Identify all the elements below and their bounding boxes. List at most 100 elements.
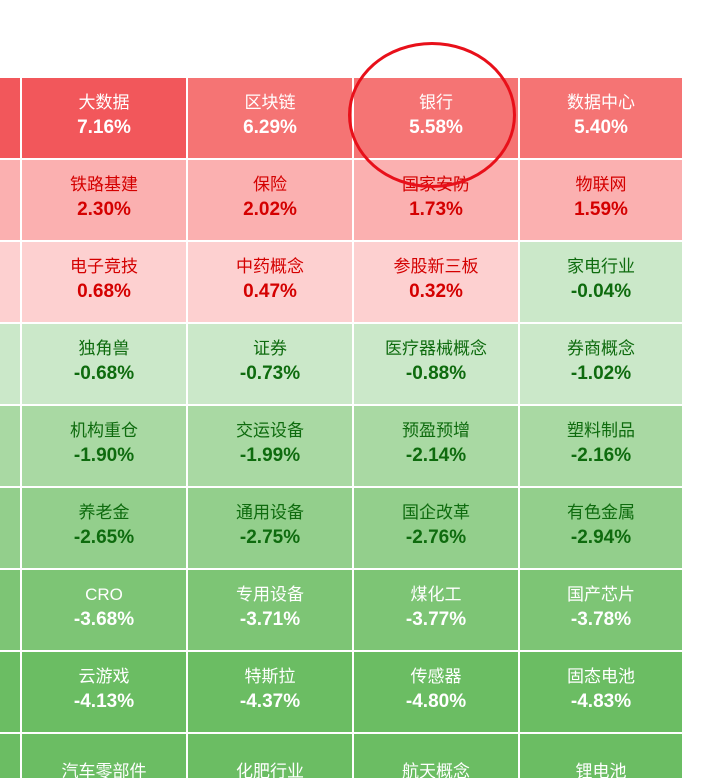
heatmap-tile[interactable]: 固态电池 -4.83%	[520, 652, 684, 734]
heatmap-tile[interactable]: 大数据 7.16%	[22, 78, 188, 160]
heatmap-tile[interactable]: 特斯拉 -4.37%	[188, 652, 354, 734]
sector-name: 证券	[253, 339, 287, 358]
heatmap-tile[interactable]: 证券 -0.73%	[188, 324, 354, 406]
sector-heatmap: 大数据 7.16% 区块链 6.29% 银行 5.58% 数据中心 5.40% 铁路基建 2.30…	[0, 78, 684, 778]
sector-name: 国企改革	[402, 503, 470, 522]
heatmap-edge-tile	[0, 324, 22, 406]
sector-change-pct: -3.68%	[73, 609, 135, 630]
heatmap-tile[interactable]: 电子竞技 0.68%	[22, 242, 188, 324]
heatmap-tile[interactable]: 交运设备 -1.99%	[188, 406, 354, 488]
heatmap-tile[interactable]: 化肥行业	[188, 734, 354, 778]
sector-change-pct: -0.68%	[73, 363, 135, 384]
sector-change-pct: -3.78%	[570, 609, 632, 630]
sector-change-pct: -2.65%	[73, 527, 135, 548]
sector-change-pct: -2.14%	[405, 445, 467, 466]
sector-name: CRO	[85, 585, 123, 604]
sector-change-pct: 7.16%	[77, 117, 131, 138]
sector-change-pct: -0.88%	[405, 363, 467, 384]
heatmap-edge-tile	[0, 734, 22, 778]
sector-name: 医疗器械概念	[385, 339, 487, 358]
sector-name: 机构重仓	[70, 421, 138, 440]
sector-name: 券商概念	[567, 339, 635, 358]
heatmap-tile[interactable]: 保险 2.02%	[188, 160, 354, 242]
sector-name: 国家安防	[402, 175, 470, 194]
sector-name: 锂电池	[575, 762, 627, 778]
sector-name: 家电行业	[567, 257, 635, 276]
heatmap-tile[interactable]: 参股新三板 0.32%	[354, 242, 520, 324]
heatmap-tile[interactable]: 机构重仓 -1.90%	[22, 406, 188, 488]
sector-change-pct: 0.32%	[409, 281, 463, 302]
sector-change-pct: 1.59%	[574, 199, 628, 220]
sector-change-pct: 6.29%	[243, 117, 297, 138]
sector-change-pct: -4.13%	[73, 691, 135, 712]
heatmap-tile[interactable]: 国家安防 1.73%	[354, 160, 520, 242]
heatmap-tile[interactable]: 航天概念	[354, 734, 520, 778]
sector-name: 煤化工	[410, 585, 462, 604]
sector-change-pct: -3.71%	[239, 609, 301, 630]
sector-change-pct: -3.77%	[405, 609, 467, 630]
heatmap-tile[interactable]: 医疗器械概念 -0.88%	[354, 324, 520, 406]
sector-name: 固态电池	[567, 667, 635, 686]
sector-change-pct: 2.30%	[77, 199, 131, 220]
sector-name: 有色金属	[567, 503, 635, 522]
sector-change-pct: 1.73%	[409, 199, 463, 220]
sector-change-pct: 2.02%	[243, 199, 297, 220]
heatmap-tile[interactable]: 区块链 6.29%	[188, 78, 354, 160]
sector-name: 银行	[419, 93, 453, 112]
heatmap-tile[interactable]: 预盈预增 -2.14%	[354, 406, 520, 488]
sector-name: 交运设备	[236, 421, 304, 440]
sector-change-pct: 0.47%	[243, 281, 297, 302]
sector-change-pct: -2.16%	[570, 445, 632, 466]
sector-name: 化肥行业	[236, 762, 304, 778]
heatmap-edge-tile	[0, 652, 22, 734]
sector-change-pct: -2.76%	[405, 527, 467, 548]
heatmap-edge-tile	[0, 160, 22, 242]
sector-change-pct: -2.94%	[570, 527, 632, 548]
heatmap-tile[interactable]: 煤化工 -3.77%	[354, 570, 520, 652]
heatmap-tile[interactable]: 铁路基建 2.30%	[22, 160, 188, 242]
sector-name: 物联网	[575, 175, 627, 194]
heatmap-tile[interactable]: 云游戏 -4.13%	[22, 652, 188, 734]
heatmap-edge-tile	[0, 242, 22, 324]
heatmap-tile[interactable]: 锂电池	[520, 734, 684, 778]
sector-change-pct: -1.99%	[239, 445, 301, 466]
sector-name: 养老金	[78, 503, 130, 522]
sector-change-pct: -1.02%	[570, 363, 632, 384]
heatmap-tile[interactable]: 汽车零部件	[22, 734, 188, 778]
heatmap-edge-tile	[0, 78, 22, 160]
heatmap-tile[interactable]: 物联网 1.59%	[520, 160, 684, 242]
sector-change-pct: -4.83%	[570, 691, 632, 712]
sector-name: 航天概念	[402, 762, 470, 778]
sector-change-pct: -1.90%	[73, 445, 135, 466]
heatmap-tile[interactable]: 专用设备 -3.71%	[188, 570, 354, 652]
heatmap-tile[interactable]: 中药概念 0.47%	[188, 242, 354, 324]
sector-name: 预盈预增	[402, 421, 470, 440]
sector-name: 中药概念	[236, 257, 304, 276]
heatmap-edge-tile	[0, 406, 22, 488]
heatmap-tile[interactable]: 养老金 -2.65%	[22, 488, 188, 570]
sector-change-pct: -4.80%	[405, 691, 467, 712]
sector-name: 区块链	[244, 93, 296, 112]
heatmap-tile[interactable]: 通用设备 -2.75%	[188, 488, 354, 570]
heatmap-tile[interactable]: 有色金属 -2.94%	[520, 488, 684, 570]
heatmap-tile[interactable]: 独角兽 -0.68%	[22, 324, 188, 406]
sector-name: 云游戏	[78, 667, 130, 686]
heatmap-tile[interactable]: CRO -3.68%	[22, 570, 188, 652]
heatmap-tile[interactable]: 国产芯片 -3.78%	[520, 570, 684, 652]
sector-name: 国产芯片	[567, 585, 635, 604]
heatmap-tile[interactable]: 传感器 -4.80%	[354, 652, 520, 734]
heatmap-tile[interactable]: 国企改革 -2.76%	[354, 488, 520, 570]
heatmap-tile[interactable]: 塑料制品 -2.16%	[520, 406, 684, 488]
sector-name: 大数据	[78, 93, 130, 112]
sector-name: 汽车零部件	[61, 762, 147, 778]
heatmap-tile[interactable]: 券商概念 -1.02%	[520, 324, 684, 406]
sector-name: 传感器	[410, 667, 462, 686]
heatmap-tile[interactable]: 银行 5.58%	[354, 78, 520, 160]
sector-change-pct: -2.75%	[239, 527, 301, 548]
sector-name: 数据中心	[567, 93, 635, 112]
sector-name: 电子竞技	[70, 257, 138, 276]
sector-change-pct: 5.40%	[574, 117, 628, 138]
heatmap-tile[interactable]: 数据中心 5.40%	[520, 78, 684, 160]
heatmap-tile[interactable]: 家电行业 -0.04%	[520, 242, 684, 324]
sector-change-pct: 5.58%	[409, 117, 463, 138]
